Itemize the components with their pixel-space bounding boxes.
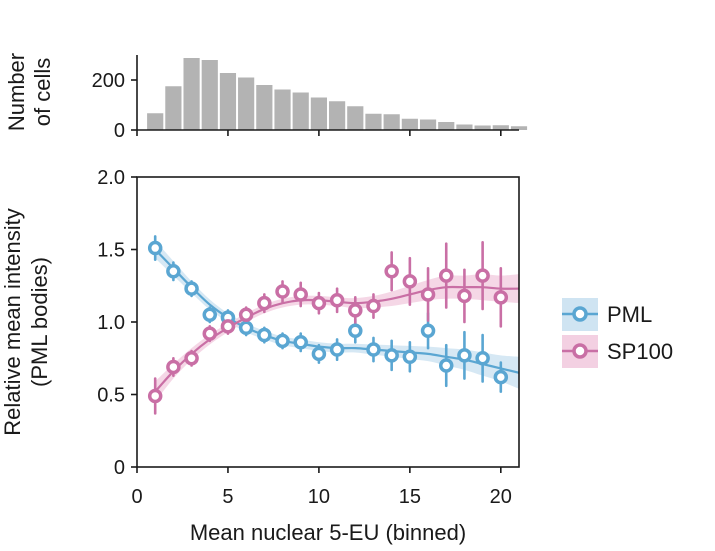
sp100-point: [293, 287, 308, 302]
x-tick-label: 10: [308, 486, 330, 508]
histogram-x-ticks: [136, 130, 502, 136]
sp100-point: [147, 388, 163, 404]
pml-point: [184, 281, 199, 296]
legend-item-sp100: SP100: [562, 335, 673, 368]
y-axis-label-line2: (PML bodies): [27, 257, 52, 387]
legend-sp100-marker: [572, 343, 588, 359]
histogram-bar: [147, 113, 164, 130]
pml-point: [366, 342, 381, 357]
sp100-point: [420, 287, 436, 302]
pml-point: [329, 342, 345, 357]
histogram-panel: 0 200 Number of cells: [4, 53, 528, 142]
histogram-bar: [401, 118, 418, 130]
pml-point: [457, 348, 472, 363]
histogram-y-tick-label: 200: [92, 70, 125, 92]
sp100-point: [275, 284, 290, 299]
pml-point: [348, 323, 363, 338]
pml-point: [166, 264, 181, 279]
histogram-bars: [147, 58, 528, 130]
pml-point: [475, 351, 490, 366]
pml-point: [202, 307, 218, 322]
sp100-point: [311, 295, 327, 311]
sp100-point: [366, 298, 381, 314]
y-tick-label: 0: [114, 457, 125, 479]
legend: PML SP100: [562, 298, 673, 368]
main-plot-panel: 0 5 10 15 20 0 0.5 1.0 1.5 2.0 Mean nuclear 5-EU…: [0, 167, 520, 545]
histogram-bar: [438, 122, 455, 130]
plot-frame: [136, 176, 520, 468]
pml-point: [493, 369, 509, 385]
histogram-bar: [474, 125, 491, 130]
y-tick-label: 1.0: [97, 312, 125, 334]
histogram-ylabel-line1: Number: [4, 53, 29, 131]
histogram-bar: [456, 124, 473, 130]
histogram-bar: [365, 113, 382, 130]
y-tick-label: 2.0: [97, 167, 125, 189]
pml-point: [438, 358, 454, 373]
error-bars: [153, 235, 503, 415]
legend-pml-marker: [572, 306, 588, 322]
x-axis-ticks: 0 5 10 15 20: [131, 467, 512, 508]
sp100-point: [438, 268, 454, 283]
sp100-point: [202, 326, 218, 341]
histogram-bar: [165, 86, 182, 130]
histogram-bar: [419, 119, 437, 130]
histogram-bar: [256, 85, 273, 130]
sp100-point: [238, 307, 254, 322]
histogram-bar: [383, 114, 400, 130]
sp100-point: [257, 295, 272, 311]
pml-point: [257, 327, 272, 343]
histogram-bar: [274, 89, 291, 130]
pml-point: [311, 346, 327, 362]
y-tick-label: 1.5: [97, 240, 125, 262]
histogram-bar: [201, 60, 218, 130]
sp100-point: [220, 319, 236, 334]
x-tick-label: 15: [399, 486, 421, 508]
pml-point: [238, 320, 254, 336]
y-axis-ticks: 0 0.5 1.0 1.5 2.0: [97, 167, 137, 479]
pml-point: [420, 323, 436, 338]
sp100-point: [493, 290, 509, 305]
sp100-point: [475, 268, 490, 283]
histogram-y-ticks: 0 200: [92, 70, 137, 142]
histogram-y-tick-label: 0: [114, 120, 125, 142]
pml-point: [293, 335, 308, 350]
sp100-point: [384, 264, 399, 279]
histogram-ylabel-line2: of cells: [30, 58, 55, 126]
y-axis-label-line1: Relative mean intensity: [0, 208, 25, 435]
sp100-point: [457, 288, 472, 304]
legend-item-pml: PML: [562, 298, 652, 331]
sp100-point: [348, 303, 363, 318]
sp100-point: [166, 359, 181, 375]
legend-sp100-label: SP100: [607, 339, 673, 364]
sp100-point: [184, 351, 199, 366]
histogram-bar: [292, 92, 309, 130]
histogram-bar: [492, 125, 509, 130]
pml-point: [275, 333, 290, 349]
histogram-bar: [219, 73, 237, 130]
histogram-bar: [510, 126, 528, 130]
x-axis-label: Mean nuclear 5-EU (binned): [190, 520, 466, 545]
histogram-bar: [183, 58, 200, 130]
x-tick-label: 0: [131, 486, 142, 508]
sp100-point: [402, 274, 418, 289]
histogram-bar: [347, 106, 364, 130]
y-tick-label: 0.5: [97, 385, 125, 407]
histogram-bar: [238, 77, 255, 130]
histogram-bar: [310, 97, 327, 130]
pml-point: [384, 348, 399, 363]
sp100-point: [329, 293, 345, 308]
pml-confidence-band: [155, 240, 519, 389]
legend-pml-label: PML: [607, 302, 652, 327]
pml-point: [402, 349, 418, 365]
data-points: [147, 240, 509, 404]
x-tick-label: 20: [490, 486, 512, 508]
histogram-bar: [329, 101, 346, 130]
x-tick-label: 5: [222, 486, 233, 508]
pml-point: [147, 240, 163, 256]
